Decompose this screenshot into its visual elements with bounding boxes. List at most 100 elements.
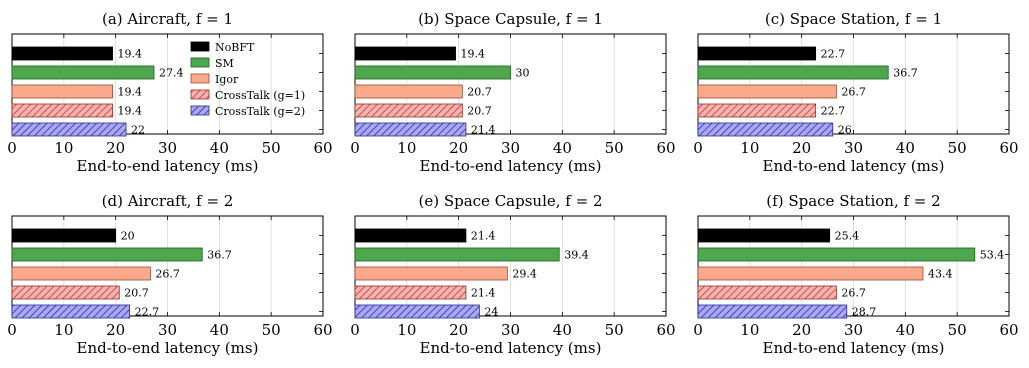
bar-igor [11,84,113,99]
data-label: 53.4 [980,249,1005,262]
x-tick-label: 30 [158,139,177,157]
data-label: 43.4 [928,268,953,281]
x-tick-label: 50 [605,139,624,157]
x-tick-label: 0 [350,139,360,157]
x-tick-label: 20 [449,321,468,339]
bar-igor [11,266,151,281]
bar-crosstalk-g2 [11,122,127,137]
x-axis-label: End-to-end latency (ms) [77,157,259,175]
bar-crosstalk-g1 [354,285,467,300]
legend-label-igor: Igor [215,73,239,86]
data-label: 19.4 [461,48,486,61]
x-tick-label: 50 [605,321,624,339]
panel-3: (d) Aircraft, f = 2 0 10 20 30 40 50 60 End-to-e… [7,192,332,357]
bar-crosstalk-g1 [11,103,113,118]
data-label: 26.7 [841,287,866,300]
x-tick-label: 40 [553,139,572,157]
bar-sm [697,247,976,262]
data-label: 27.4 [159,67,184,80]
bar-igor [354,84,463,99]
data-label: 24 [484,306,498,319]
x-tick-label: 20 [449,139,468,157]
bar-sm [697,65,889,80]
data-label: 22.7 [821,105,846,118]
x-tick-label: 20 [792,139,811,157]
x-tick-label: 30 [501,139,520,157]
bar-crosstalk-g2 [697,304,848,319]
bar-sm [354,65,511,80]
x-tick-label: 10 [54,321,73,339]
bar-crosstalk-g2 [11,304,131,319]
data-label: 26.7 [841,86,866,99]
bar-igor [354,266,508,281]
x-axis-label: End-to-end latency (ms) [77,339,259,357]
x-tick-label: 50 [948,139,967,157]
panel-4: (e) Space Capsule, f = 2 0 10 20 30 40 50 60 End… [350,192,675,357]
x-tick-label: 60 [656,139,675,157]
legend-swatch-crosstalk-g2 [190,105,210,116]
bar-nobft [11,228,117,243]
panel-title: (a) Aircraft, f = 1 [102,10,233,28]
data-label: 20.7 [467,86,492,99]
panel-title: (b) Space Capsule, f = 1 [418,10,603,28]
bar-nobft [354,228,467,243]
x-axis-label: End-to-end latency (ms) [763,157,945,175]
x-axis-label: End-to-end latency (ms) [420,339,602,357]
x-tick-label: 20 [792,321,811,339]
x-tick-label: 10 [54,139,73,157]
panel-title: (e) Space Capsule, f = 2 [418,192,602,210]
panel-title: (d) Aircraft, f = 2 [102,192,234,210]
data-label: 20.7 [124,287,149,300]
data-label: 20.7 [467,105,492,118]
data-label: 21.4 [471,287,496,300]
legend-swatch-nobft [190,41,210,52]
legend-label-crosstalk-g2: CrossTalk (g=2) [215,105,305,118]
data-label: 22.7 [821,48,846,61]
bar-nobft [354,46,456,61]
panel-5: (f) Space Station, f = 2 0 10 20 30 40 50 60 End… [693,192,1018,357]
x-tick-label: 60 [999,321,1018,339]
x-tick-label: 30 [501,321,520,339]
data-label: 36.7 [207,249,232,262]
x-tick-label: 0 [350,321,360,339]
data-label: 21.4 [471,124,496,137]
legend-swatch-igor [190,73,210,84]
legend: NoBFT SM Igor CrossTalk (g=1) CrossTalk (g=2… [190,41,305,118]
x-tick-label: 50 [262,139,281,157]
data-label: 28.7 [852,306,877,319]
x-tick-label: 10 [397,321,416,339]
bar-nobft [697,228,831,243]
x-tick-label: 40 [896,139,915,157]
x-tick-label: 10 [397,139,416,157]
data-label: 26 [838,124,852,137]
panel-title: (f) Space Station, f = 2 [766,192,940,210]
x-tick-label: 0 [7,321,17,339]
x-tick-label: 40 [210,139,229,157]
bar-crosstalk-g1 [697,103,817,118]
bar-crosstalk-g2 [697,122,834,137]
x-tick-label: 10 [740,321,759,339]
bar-crosstalk-g1 [697,285,837,300]
bar-crosstalk-g1 [11,285,120,300]
bar-crosstalk-g2 [354,304,480,319]
x-tick-label: 60 [999,139,1018,157]
x-tick-label: 40 [896,321,915,339]
x-tick-label: 0 [693,321,703,339]
x-tick-label: 30 [844,321,863,339]
panel-1: (b) Space Capsule, f = 1 0 10 20 30 40 50 60 End… [350,10,675,175]
x-tick-label: 40 [210,321,229,339]
legend-swatch-crosstalk-g1 [190,89,210,100]
x-tick-label: 30 [844,139,863,157]
panel-0: (a) Aircraft, f = 1 0 10 20 30 40 50 60 End-to-e… [7,10,332,175]
x-tick-label: 40 [553,321,572,339]
x-tick-label: 60 [313,139,332,157]
bar-sm [11,247,203,262]
bar-crosstalk-g2 [354,122,467,137]
x-tick-label: 60 [656,321,675,339]
x-axis-label: End-to-end latency (ms) [420,157,602,175]
data-label: 25.4 [835,230,860,243]
x-tick-label: 10 [740,139,759,157]
bar-sm [11,65,155,80]
x-tick-label: 30 [158,321,177,339]
